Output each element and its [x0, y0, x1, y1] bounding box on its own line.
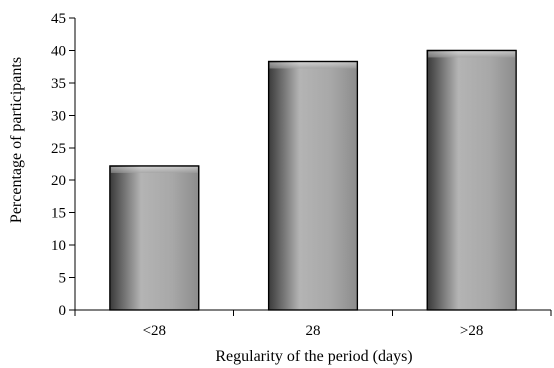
bar-top-bevel	[110, 166, 198, 173]
y-tick-label: 20	[51, 173, 66, 189]
bar-top-bevel	[269, 62, 357, 69]
y-tick-label: 0	[59, 303, 67, 319]
y-tick-label: 25	[51, 141, 66, 157]
x-axis: <28 28 >28	[74, 309, 552, 339]
y-tick-label: 15	[51, 206, 66, 222]
y-axis: 0 5 10 15 20 25 30 35 40 45	[51, 11, 76, 319]
y-tick-label: 45	[51, 11, 66, 27]
y-tick-label: 30	[51, 108, 66, 124]
y-tick-label: 35	[51, 76, 66, 92]
y-tick-label: 5	[59, 271, 67, 287]
y-tick-label: 40	[51, 43, 66, 59]
bar-1	[109, 165, 200, 311]
bars-group	[109, 49, 517, 311]
x-tick-label: <28	[143, 323, 166, 339]
bar-top-bevel	[428, 51, 516, 58]
x-axis-title: Regularity of the period (days)	[215, 348, 412, 365]
x-tick-label: 28	[306, 323, 321, 339]
bar-2	[267, 60, 359, 311]
y-axis-title: Percentage of participants	[8, 57, 25, 223]
x-tick-label: >28	[460, 323, 483, 339]
y-tick-label: 10	[51, 238, 66, 254]
bar-3	[426, 49, 517, 311]
